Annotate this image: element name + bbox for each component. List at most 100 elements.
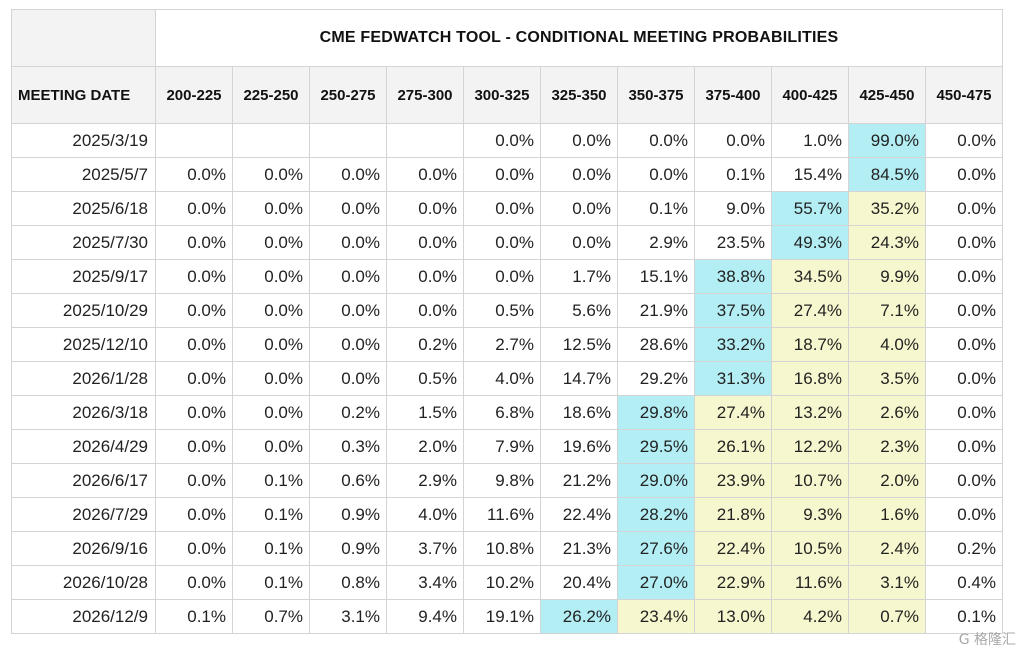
probability-cell: 29.2% [617,361,695,396]
probability-cell: 2.0% [386,429,464,464]
probability-cell: 0.0% [232,327,310,362]
probability-cell: 0.7% [848,599,926,634]
probability-cell: 0.3% [309,429,387,464]
probability-cell: 0.0% [155,497,233,532]
column-header: 450-475 [925,66,1003,124]
probability-cell: 0.0% [309,361,387,396]
probability-cell: 0.0% [155,463,233,498]
probability-cell: 2.3% [848,429,926,464]
probability-cell: 0.0% [925,157,1003,192]
probability-cell: 9.8% [463,463,541,498]
probability-cell: 0.0% [232,191,310,226]
probability-cell: 7.9% [463,429,541,464]
table-row: 2026/3/18 0.0% 0.0% 0.2% 1.5% 6.8% 18.6% 29.8% 2… [11,395,1003,430]
probability-cell: 19.6% [540,429,618,464]
probability-cell: 0.1% [155,599,233,634]
probability-cell: 10.7% [771,463,849,498]
meeting-date-cell: 2025/9/17 [11,259,156,294]
probability-cell: 0.0% [386,225,464,260]
fedwatch-table: CME FEDWATCH TOOL - CONDITIONAL MEETING … [11,9,1003,634]
table-row: 2025/6/18 0.0% 0.0% 0.0% 0.0% 0.0% 0.0% 0.1% 9.0… [11,191,1003,226]
probability-cell: 1.0% [771,123,849,158]
probability-cell: 10.2% [463,565,541,600]
column-header: 425-450 [848,66,926,124]
probability-cell: 14.7% [540,361,618,396]
column-header: 300-325 [463,66,541,124]
probability-cell: 28.6% [617,327,695,362]
probability-cell: 9.4% [386,599,464,634]
probability-cell: 0.0% [925,293,1003,328]
probability-cell: 0.0% [617,157,695,192]
probability-cell: 0.0% [232,259,310,294]
probability-cell: 2.9% [617,225,695,260]
table-row: 2025/9/17 0.0% 0.0% 0.0% 0.0% 0.0% 1.7% 15.1% 38… [11,259,1003,294]
probability-cell: 4.2% [771,599,849,634]
table-row: 2025/3/19 0.0% 0.0% 0.0% 0.0% 1.0% 99.0% 0.0% [11,123,1003,158]
probability-cell: 26.1% [694,429,772,464]
probability-cell: 0.0% [540,123,618,158]
probability-cell: 35.2% [848,191,926,226]
probability-cell: 0.0% [232,225,310,260]
table-row: 2025/12/10 0.0% 0.0% 0.0% 0.2% 2.7% 12.5% 28.6%… [11,327,1003,362]
probability-cell: 27.4% [771,293,849,328]
probability-cell: 0.0% [155,565,233,600]
probability-cell: 0.0% [309,157,387,192]
probability-cell: 0.5% [463,293,541,328]
probability-cell [309,123,387,158]
probability-cell: 0.0% [463,157,541,192]
probability-cell: 0.9% [309,497,387,532]
column-header-row: MEETING DATE 200-225 225-250 250-275 275-30… [11,66,1003,124]
meeting-date-cell: 2025/3/19 [11,123,156,158]
probability-cell [155,123,233,158]
meeting-date-cell: 2026/4/29 [11,429,156,464]
probability-cell: 9.3% [771,497,849,532]
table-row: 2026/7/29 0.0% 0.1% 0.9% 4.0% 11.6% 22.4% 28.2%… [11,497,1003,532]
probability-cell: 19.1% [463,599,541,634]
probability-cell: 23.9% [694,463,772,498]
probability-cell: 10.8% [463,531,541,566]
probability-cell: 0.8% [309,565,387,600]
column-header: 400-425 [771,66,849,124]
probability-cell: 0.0% [463,225,541,260]
probability-cell: 0.1% [232,531,310,566]
meeting-date-cell: 2026/10/28 [11,565,156,600]
meeting-date-cell: 2026/3/18 [11,395,156,430]
meeting-date-header: MEETING DATE [11,66,156,124]
meeting-date-cell: 2025/6/18 [11,191,156,226]
probability-cell: 2.4% [848,531,926,566]
meeting-date-cell: 2026/12/9 [11,599,156,634]
probability-cell: 13.0% [694,599,772,634]
probability-cell: 23.4% [617,599,695,634]
table-row: 2026/6/17 0.0% 0.1% 0.6% 2.9% 9.8% 21.2% 29.0% 2… [11,463,1003,498]
probability-cell: 0.6% [309,463,387,498]
probability-cell: 0.1% [232,565,310,600]
probability-cell: 18.7% [771,327,849,362]
probability-cell: 0.2% [386,327,464,362]
probability-cell: 6.8% [463,395,541,430]
probability-cell: 0.0% [925,225,1003,260]
probability-cell: 0.2% [925,531,1003,566]
probability-cell: 0.0% [232,395,310,430]
probability-cell: 0.0% [309,259,387,294]
probability-cell: 0.0% [540,191,618,226]
probability-cell: 12.2% [771,429,849,464]
table-row: 2026/10/28 0.0% 0.1% 0.8% 3.4% 10.2% 20.4% 27.0… [11,565,1003,600]
probability-cell: 21.8% [694,497,772,532]
probability-cell: 0.0% [155,191,233,226]
header-corner [11,9,156,67]
probability-cell: 0.2% [309,395,387,430]
probability-cell: 7.1% [848,293,926,328]
probability-cell: 0.0% [386,191,464,226]
probability-cell: 0.0% [232,293,310,328]
probability-cell: 0.0% [155,225,233,260]
probability-cell: 27.6% [617,531,695,566]
probability-cell: 0.0% [925,191,1003,226]
probability-cell: 0.0% [386,293,464,328]
meeting-date-cell: 2026/6/17 [11,463,156,498]
probability-cell: 0.0% [925,123,1003,158]
probability-cell: 5.6% [540,293,618,328]
probability-cell: 0.0% [155,395,233,430]
probability-cell: 21.2% [540,463,618,498]
probability-cell: 15.1% [617,259,695,294]
probability-cell: 9.0% [694,191,772,226]
